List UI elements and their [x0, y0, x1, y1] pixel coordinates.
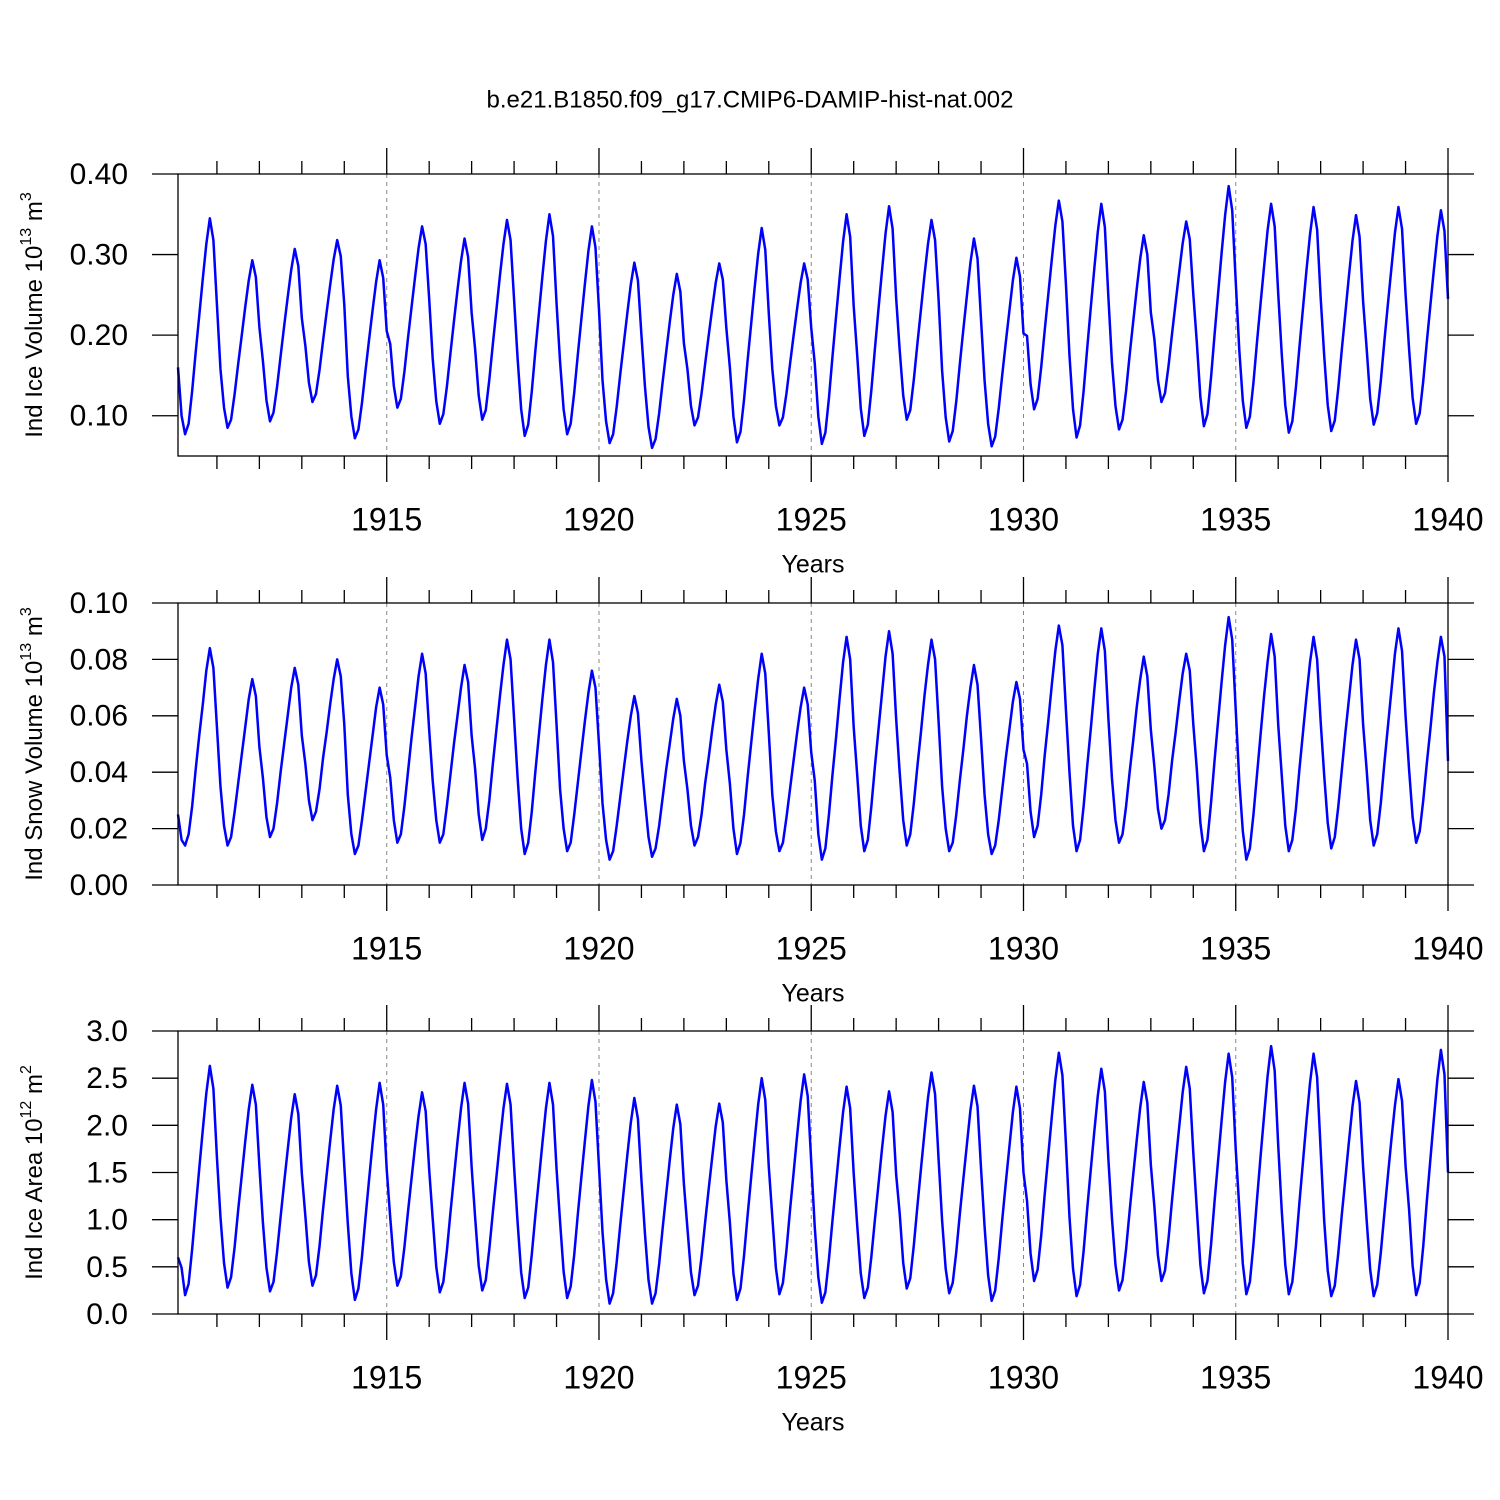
y-tick-label: 1.5 [86, 1156, 128, 1189]
x-tick-label: 1915 [351, 930, 422, 966]
y-label-text: Ind Snow Volume 10 [21, 661, 48, 881]
x-tick-label: 1925 [776, 501, 847, 537]
x-tick-label: 1920 [563, 930, 634, 966]
y-tick-label: 0.02 [70, 813, 128, 846]
data-line [176, 615, 1450, 861]
y-label-unit: m [21, 201, 48, 228]
x-tick-label: 1935 [1200, 501, 1271, 537]
y-tick-label: 0.5 [86, 1251, 128, 1284]
x-tick-label: 1930 [988, 501, 1059, 537]
x-tick-label: 1930 [988, 930, 1059, 966]
x-tick-label: 1920 [563, 1359, 634, 1395]
y-label-unit: m [21, 1074, 48, 1101]
y-tick-label: 0.04 [70, 756, 128, 789]
y-label-text: Ind Ice Volume 10 [21, 246, 48, 438]
data-line [176, 1044, 1450, 1305]
chart-title: b.e21.B1850.f09_g17.CMIP6-DAMIP-hist-nat… [487, 86, 1014, 113]
y-tick-label: 0.10 [70, 400, 128, 433]
x-axis-label: Years [781, 980, 844, 1008]
y-label-exp: 13 [18, 643, 35, 661]
y-axis-label: Ind Ice Area 1012 m2 [18, 1065, 48, 1280]
x-tick-label: 1915 [351, 1359, 422, 1395]
plot-frame [177, 173, 1449, 457]
y-tick-label: 0.10 [70, 587, 128, 620]
x-tick-label: 1925 [776, 1359, 847, 1395]
x-tick-label: 1940 [1412, 930, 1483, 966]
x-tick-label: 1915 [351, 501, 422, 537]
x-tick-label: 1920 [563, 501, 634, 537]
y-tick-label: 0.30 [70, 238, 128, 271]
y-tick-label: 0.40 [70, 158, 128, 191]
x-tick-label: 1940 [1412, 1359, 1483, 1395]
x-tick-label: 1925 [776, 930, 847, 966]
plot-frame [177, 602, 1449, 886]
y-axis-label: Ind Snow Volume 1013 m3 [18, 607, 48, 881]
y-tick-label: 2.0 [86, 1109, 128, 1142]
x-axis-label: Years [781, 551, 844, 579]
y-label-exp: 13 [18, 228, 35, 246]
y-tick-label: 3.0 [86, 1015, 128, 1048]
y-tick-label: 0.08 [70, 643, 128, 676]
x-tick-label: 1935 [1200, 1359, 1271, 1395]
y-label-unit-exp: 3 [18, 192, 35, 201]
y-label-unit-exp: 3 [18, 607, 35, 616]
y-tick-label: 0.00 [70, 869, 128, 902]
x-tick-label: 1930 [988, 1359, 1059, 1395]
y-label-text: Ind Ice Area 10 [21, 1118, 48, 1279]
y-tick-label: 0.06 [70, 700, 128, 733]
y-tick-label: 0.0 [86, 1298, 128, 1331]
y-label-unit-exp: 2 [18, 1065, 35, 1074]
y-label-exp: 12 [18, 1101, 35, 1119]
x-tick-label: 1940 [1412, 501, 1483, 537]
x-tick-label: 1935 [1200, 930, 1271, 966]
data-line [176, 184, 1450, 450]
y-tick-label: 1.0 [86, 1204, 128, 1237]
x-axis-label: Years [781, 1409, 844, 1437]
y-tick-label: 2.5 [86, 1062, 128, 1095]
y-label-unit: m [21, 616, 48, 643]
y-tick-label: 0.20 [70, 319, 128, 352]
y-axis-label: Ind Ice Volume 1013 m3 [18, 192, 48, 438]
